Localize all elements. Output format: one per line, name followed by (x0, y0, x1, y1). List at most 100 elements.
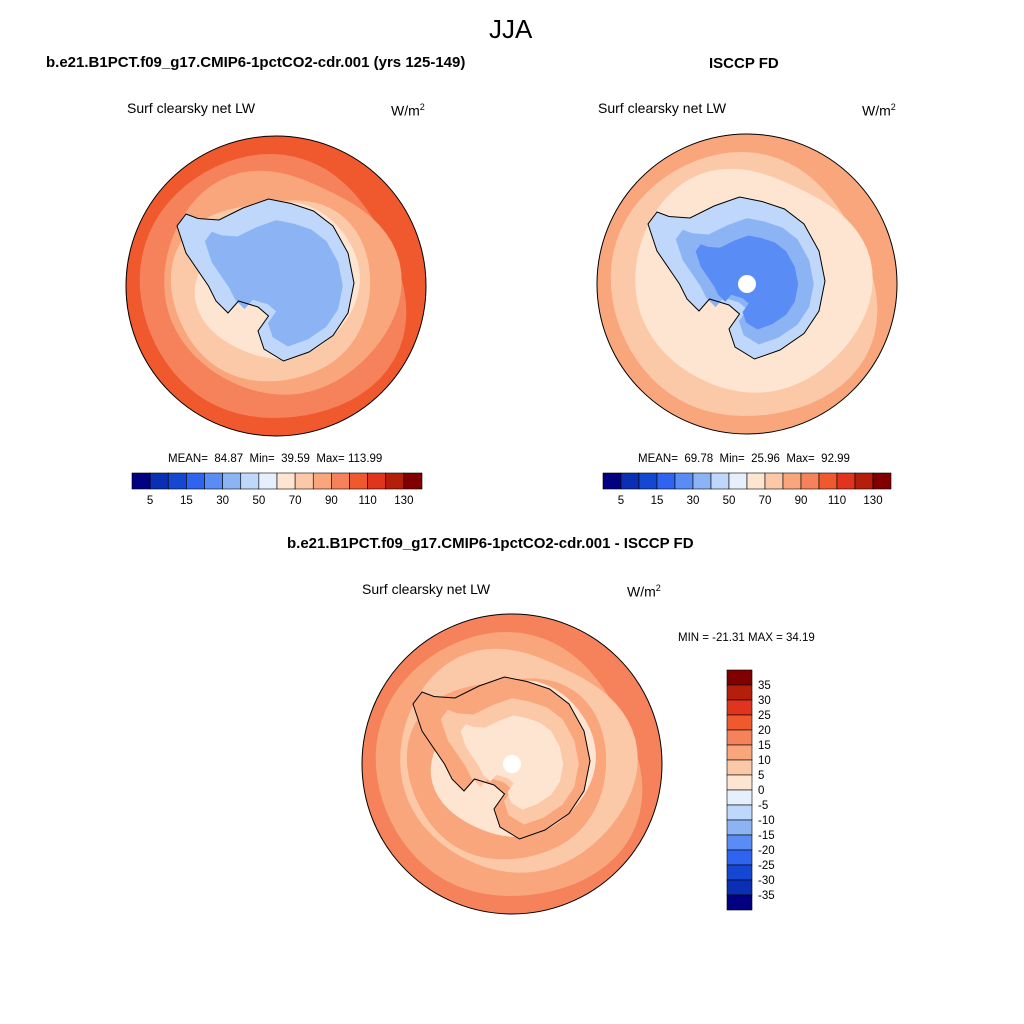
continent-band (204, 220, 343, 347)
map-border (596, 133, 898, 435)
panel-diff-title: b.e21.B1PCT.f09_g17.CMIP6-1pctCO2-cdr.00… (287, 535, 694, 552)
colorbar-swatch (367, 472, 387, 490)
panel-obs-field-label: Surf clearsky net LW (598, 100, 727, 116)
colorbar-swatch (204, 472, 223, 490)
colorbar-tick-label: 130 (394, 495, 413, 507)
colorbar-tick-label: 5 (758, 770, 764, 782)
colorbar-swatch (746, 472, 766, 490)
colorbar-swatch (602, 472, 622, 490)
colorbar-tick-label: -15 (758, 830, 775, 842)
colorbar-swatch (726, 684, 753, 701)
colorbar-swatch (620, 472, 640, 490)
map-diff (361, 613, 663, 915)
map-border (125, 135, 427, 437)
colorbar-tick-label: -20 (758, 845, 775, 857)
panel-diff-stats: MIN = -21.31 MAX = 34.19 (678, 632, 815, 644)
colorbar-swatch (638, 472, 658, 490)
colorbar-swatch (349, 472, 368, 490)
colorbar-swatch (728, 472, 748, 490)
max-value: 92.99 (821, 453, 850, 465)
colorbar-swatch (258, 472, 278, 490)
min-value: 39.59 (281, 453, 310, 465)
colorbar-swatch (674, 472, 694, 490)
mean-value: 84.87 (214, 453, 244, 465)
pole-hole (738, 275, 756, 293)
colorbar-tick-label: 70 (759, 495, 772, 507)
colorbar-swatch (726, 714, 753, 731)
colorbar-tick-label: 110 (828, 495, 846, 507)
min-value: 25.96 (751, 453, 780, 465)
colorbar-tick-label: 20 (758, 725, 771, 737)
colorbar-swatch (656, 472, 676, 490)
panel-model-stats: MEAN= 84.87 Min= 39.59 Max= 113.99 (168, 453, 382, 465)
colorbar-swatch (385, 472, 405, 490)
panel-model-field-label: Surf clearsky net LW (127, 100, 256, 116)
colorbar-swatch (276, 472, 296, 490)
pole-hole (503, 755, 521, 773)
colorbar-tick-label: 25 (758, 710, 771, 722)
colorbar-swatch (726, 879, 753, 896)
colorbar-swatch (782, 472, 802, 490)
colorbar-swatch (726, 759, 753, 776)
units-base: W/m (391, 102, 420, 119)
map-border (361, 613, 663, 915)
colorbar-swatch (294, 472, 314, 490)
colorbar-swatch (131, 472, 151, 490)
colorbar-tick-label: 0 (758, 785, 764, 797)
colorbar-swatch (818, 472, 838, 490)
colorbar-swatch (186, 472, 205, 490)
colorbar-tick-label: 10 (758, 755, 771, 767)
colorbar-tick-label: 35 (758, 680, 771, 692)
colorbar-swatch (726, 864, 753, 881)
colorbar-swatch (167, 472, 187, 490)
colorbar-swatch (726, 789, 753, 806)
colorbar-tick-label: 90 (325, 495, 338, 507)
colorbar-swatch (726, 834, 753, 851)
colorbar-swatch (149, 472, 169, 490)
colorbar-tick-label: 5 (147, 495, 153, 507)
max-value: 113.99 (347, 453, 383, 465)
colorbar-swatch (764, 472, 784, 490)
colorbar-tick-label: -25 (758, 860, 775, 872)
colorbar-tick-label: 30 (758, 695, 771, 707)
colorbar-tick-label: 130 (863, 495, 882, 507)
colorbar-swatch (403, 472, 423, 490)
colorbar-tick-label: 30 (687, 495, 700, 507)
panel-model-title: b.e21.B1PCT.f09_g17.CMIP6-1pctCO2-cdr.00… (46, 54, 466, 71)
map-obs (596, 133, 898, 435)
colorbar-tick-label: 30 (216, 495, 229, 507)
colorbar-tick-label: 5 (618, 495, 624, 507)
colorbar-diff: 35 30 25 20 15 10 5 0 -5 -10 -15 -20 -25 -30 -35 (726, 669, 775, 911)
colorbar-swatch (854, 472, 874, 490)
colorbar-swatch (726, 849, 753, 866)
units-exponent: 2 (419, 102, 425, 112)
colorbar-swatch (800, 472, 820, 490)
colorbar-swatch (836, 472, 856, 490)
colorbar-model: 5 15 30 50 70 90 110 130 (131, 472, 423, 507)
map-model (125, 135, 427, 437)
mean-value: 69.78 (684, 453, 714, 465)
colorbar-tick-label: -30 (758, 875, 775, 887)
colorbar-swatch (331, 472, 350, 490)
colorbar-swatch (726, 819, 753, 836)
panel-model-units: W/m2 (391, 102, 425, 119)
colorbar-swatch (726, 804, 753, 821)
min-label: Min= (249, 453, 275, 465)
colorbar-tick-label: 15 (651, 495, 664, 507)
colorbar-swatch (312, 472, 332, 490)
colorbar-swatch (726, 744, 753, 761)
colorbar-obs: 5 15 30 50 70 90 110 130 (602, 472, 892, 507)
coastline (647, 196, 826, 360)
colorbar-swatch (726, 699, 753, 716)
colorbar-swatch (726, 669, 753, 686)
panel-obs-title: ISCCP FD (709, 55, 779, 72)
colorbar-swatch (872, 472, 892, 490)
figure-title: JJA (489, 14, 533, 44)
mean-label: MEAN= (638, 453, 678, 465)
coastline (412, 676, 591, 840)
colorbar-tick-label: -35 (758, 890, 775, 902)
panel-diff-units: W/m2 (627, 583, 661, 600)
units-exponent: 2 (890, 102, 896, 112)
units-base: W/m (627, 583, 656, 600)
